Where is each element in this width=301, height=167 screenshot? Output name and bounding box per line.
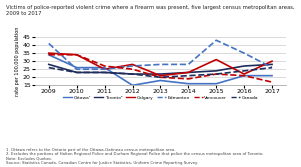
Legend: Ottawa¹, Toronto², Calgary, Edmonton, Vancouver, Canada: Ottawa¹, Toronto², Calgary, Edmonton, Va… bbox=[61, 94, 260, 101]
Text: Victims of police-reported violent crime where a firearm was present, five large: Victims of police-reported violent crime… bbox=[6, 5, 295, 16]
Y-axis label: rate per 100,000 population: rate per 100,000 population bbox=[15, 27, 20, 96]
Text: 1. Ottawa refers to the Ontario part of the Ottawa-Gatineau census metropolitan : 1. Ottawa refers to the Ontario part of … bbox=[6, 147, 263, 165]
